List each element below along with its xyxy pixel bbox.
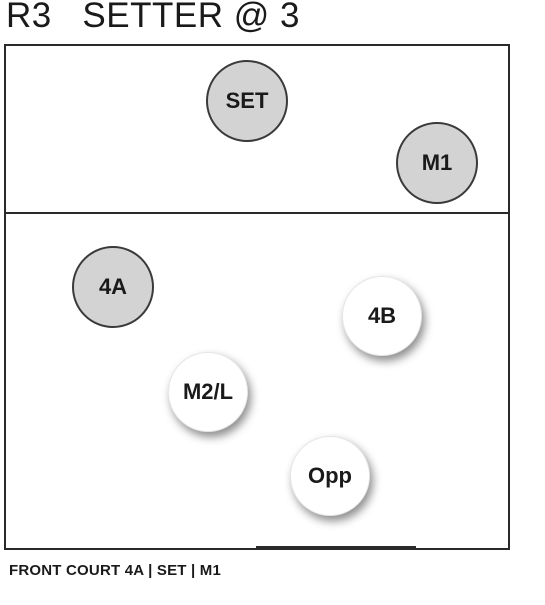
player-m2-libero: M2/L — [168, 352, 248, 432]
front-court-caption: FRONT COURT 4A | SET | M1 — [9, 562, 222, 579]
player-4b: 4B — [342, 276, 422, 356]
player-m1: M1 — [396, 122, 478, 204]
baseline-accent — [256, 546, 416, 549]
rotation-title: R3 SETTER @ 3 — [6, 0, 300, 35]
player-4a: 4A — [72, 246, 154, 328]
volleyball-court: SET M1 4A 4B M2/L Opp — [4, 44, 510, 550]
player-opposite: Opp — [290, 436, 370, 516]
attack-line — [6, 212, 508, 214]
player-setter: SET — [206, 60, 288, 142]
